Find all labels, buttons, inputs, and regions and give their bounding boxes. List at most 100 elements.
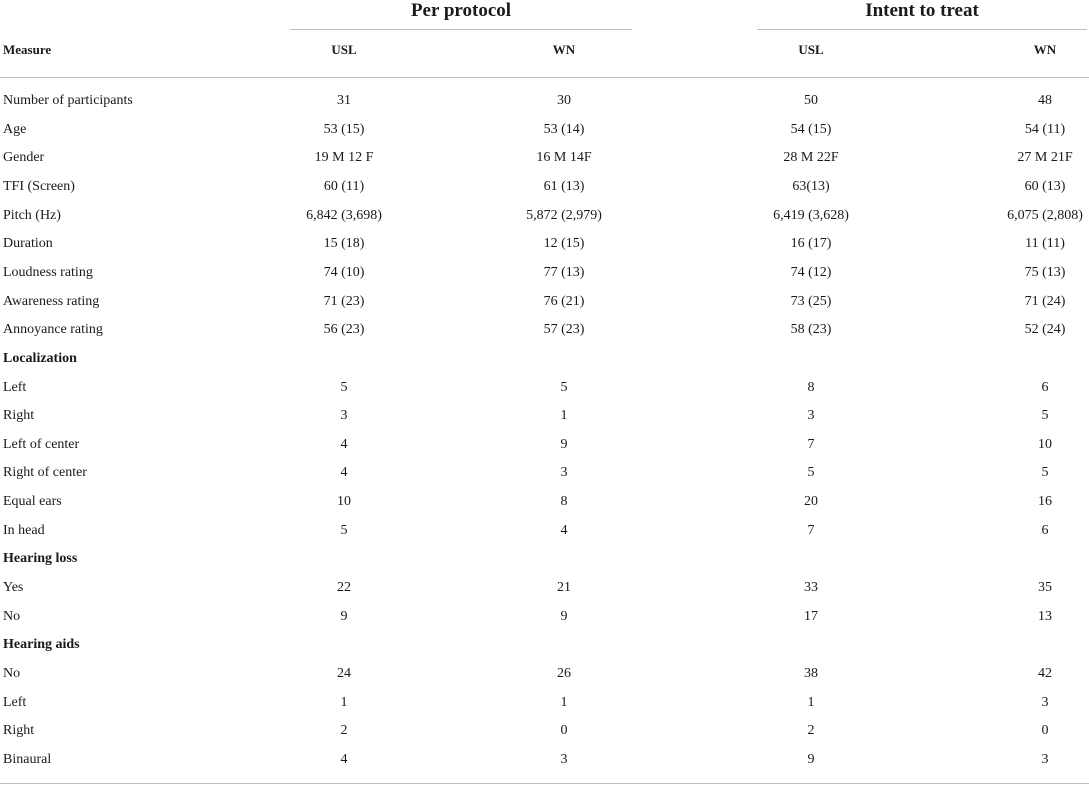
cell-pp-wn: 16 M 14F	[536, 150, 592, 165]
cell-itt-wn: 3	[1041, 695, 1049, 710]
row-label: Duration	[3, 236, 53, 251]
cell-itt-usl: 74 (12)	[790, 265, 832, 280]
column-header-pp-usl: USL	[331, 42, 357, 57]
row-label: Binaural	[3, 752, 52, 767]
cell-itt-wn: 11 (11)	[1025, 236, 1065, 251]
cell-pp-usl: 19 M 12 F	[314, 150, 374, 165]
cell-pp-wn: 5	[560, 380, 568, 395]
cell-pp-wn: 8	[560, 494, 568, 509]
cell-pp-usl: 60 (11)	[323, 179, 365, 194]
row-label: Loudness rating	[3, 265, 93, 280]
cell-pp-wn: 53 (14)	[543, 122, 585, 137]
cell-pp-usl: 2	[340, 723, 348, 738]
cell-itt-usl: 58 (23)	[790, 322, 832, 337]
cell-itt-usl: 20	[804, 494, 818, 509]
row-label: No	[3, 666, 21, 681]
cell-itt-wn: 60 (13)	[1024, 179, 1066, 194]
cell-itt-wn: 54 (11)	[1024, 122, 1066, 137]
cell-itt-wn: 35	[1038, 580, 1052, 595]
cell-itt-usl: 8	[807, 380, 815, 395]
cell-pp-usl: 3	[340, 408, 348, 423]
cell-itt-wn: 3	[1041, 752, 1049, 767]
cell-itt-usl: 5	[807, 465, 815, 480]
cell-itt-wn: 71 (24)	[1024, 294, 1066, 309]
row-label: Right of center	[3, 465, 87, 480]
cell-pp-usl: 4	[340, 465, 348, 480]
cell-itt-usl: 2	[807, 723, 815, 738]
cell-pp-usl: 71 (23)	[323, 294, 365, 309]
row-label: Pitch (Hz)	[3, 208, 61, 223]
row-label: Age	[3, 122, 27, 137]
column-header-pp-wn: WN	[552, 42, 576, 57]
row-label: Left	[3, 695, 27, 710]
row-label: Number of participants	[3, 93, 133, 108]
bottom-rule	[0, 783, 1089, 784]
cell-itt-wn: 13	[1038, 609, 1052, 624]
cell-pp-usl: 10	[337, 494, 351, 509]
cell-itt-wn: 52 (24)	[1024, 322, 1066, 337]
column-header-itt-usl: USL	[798, 42, 824, 57]
row-label: TFI (Screen)	[3, 179, 75, 194]
cell-pp-wn: 12 (15)	[543, 236, 585, 251]
cell-itt-wn: 6	[1041, 380, 1049, 395]
cell-pp-usl: 5	[340, 523, 348, 538]
group-rule-intent-to-treat	[757, 29, 1087, 30]
section-heading: Localization	[3, 351, 77, 366]
column-header-measure: Measure	[3, 42, 52, 57]
cell-itt-wn: 5	[1041, 465, 1049, 480]
group-header-per-protocol: Per protocol	[410, 0, 512, 21]
row-label: Right	[3, 408, 35, 423]
cell-pp-usl: 1	[340, 695, 348, 710]
cell-pp-usl: 24	[337, 666, 351, 681]
cell-itt-usl: 3	[807, 408, 815, 423]
cell-pp-usl: 31	[337, 93, 351, 108]
cell-itt-wn: 10	[1038, 437, 1052, 452]
cell-itt-wn: 42	[1038, 666, 1052, 681]
cell-pp-usl: 9	[340, 609, 348, 624]
cell-itt-wn: 6,075 (2,808)	[1007, 208, 1083, 223]
section-heading: Hearing aids	[3, 637, 80, 652]
cell-pp-wn: 57 (23)	[543, 322, 585, 337]
cell-itt-wn: 27 M 21F	[1017, 150, 1073, 165]
cell-itt-usl: 54 (15)	[790, 122, 832, 137]
cell-pp-wn: 9	[560, 609, 568, 624]
cell-itt-usl: 28 M 22F	[783, 150, 839, 165]
row-label: Yes	[3, 580, 24, 595]
column-header-itt-wn: WN	[1033, 42, 1057, 57]
row-label: Equal ears	[3, 494, 62, 509]
header-rule	[0, 77, 1089, 78]
row-label: In head	[3, 523, 45, 538]
cell-pp-wn: 30	[557, 93, 571, 108]
row-label: Left	[3, 380, 27, 395]
cell-pp-usl: 15 (18)	[323, 236, 365, 251]
cell-pp-wn: 5,872 (2,979)	[526, 208, 602, 223]
cell-itt-usl: 7	[807, 437, 815, 452]
cell-itt-usl: 6,419 (3,628)	[773, 208, 849, 223]
cell-itt-usl: 33	[804, 580, 818, 595]
cell-itt-usl: 16 (17)	[790, 236, 832, 251]
cell-itt-wn: 5	[1041, 408, 1049, 423]
cell-pp-wn: 0	[560, 723, 568, 738]
cell-itt-usl: 1	[807, 695, 815, 710]
cell-pp-usl: 4	[340, 437, 348, 452]
cell-pp-wn: 1	[560, 408, 568, 423]
cell-itt-wn: 75 (13)	[1024, 265, 1066, 280]
row-label: Left of center	[3, 437, 80, 452]
cell-pp-wn: 4	[560, 523, 568, 538]
cell-itt-usl: 38	[804, 666, 818, 681]
cell-itt-wn: 6	[1041, 523, 1049, 538]
cell-itt-usl: 50	[804, 93, 818, 108]
cell-pp-wn: 3	[560, 752, 568, 767]
cell-itt-wn: 16	[1038, 494, 1052, 509]
cell-pp-usl: 6,842 (3,698)	[306, 208, 382, 223]
cell-pp-wn: 76 (21)	[543, 294, 585, 309]
row-label: Annoyance rating	[3, 322, 103, 337]
cell-pp-wn: 26	[557, 666, 571, 681]
row-label: No	[3, 609, 21, 624]
cell-itt-wn: 0	[1041, 723, 1049, 738]
cell-pp-usl: 22	[337, 580, 351, 595]
cell-itt-usl: 9	[807, 752, 815, 767]
row-label: Right	[3, 723, 35, 738]
cell-pp-wn: 9	[560, 437, 568, 452]
group-header-intent-to-treat: Intent to treat	[865, 0, 979, 21]
